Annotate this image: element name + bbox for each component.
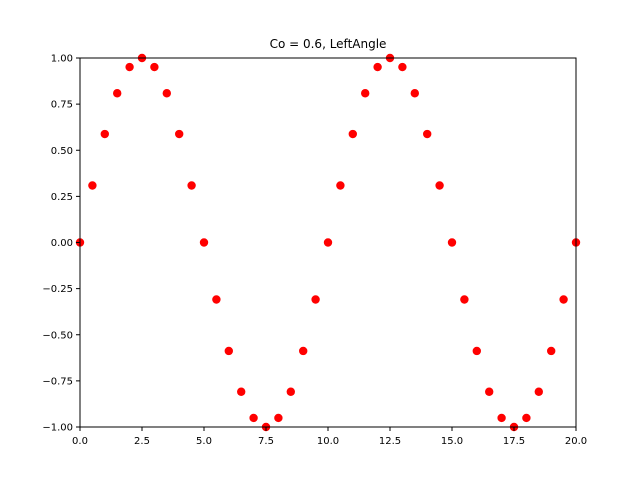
data-point xyxy=(460,295,469,304)
data-point xyxy=(299,346,308,356)
data-point xyxy=(212,295,221,304)
x-axis-ticks: 0.0 2.5 5.0 7.5 10.0 12.5 15.0 17.5 20.0 xyxy=(72,427,587,447)
data-point xyxy=(125,62,134,72)
data-point xyxy=(547,346,556,356)
y-tick-label: 0.75 xyxy=(51,100,73,111)
data-point xyxy=(559,295,568,304)
data-point xyxy=(237,387,246,396)
x-tick-label: 20.0 xyxy=(565,436,587,447)
data-point xyxy=(398,62,407,72)
y-tick-label: −0.75 xyxy=(42,376,73,387)
data-point xyxy=(88,181,97,190)
data-point xyxy=(361,89,370,98)
x-tick-label: 17.5 xyxy=(503,436,525,447)
plot-frame xyxy=(79,57,577,428)
x-tick-label: 7.5 xyxy=(258,436,274,447)
data-point xyxy=(224,346,233,356)
data-point xyxy=(100,129,110,139)
data-point xyxy=(447,238,457,247)
y-tick-label: 1.00 xyxy=(51,54,73,65)
x-tick-label: 10.0 xyxy=(317,436,339,447)
x-tick-label: 2.5 xyxy=(134,436,150,447)
y-tick-label: −1.00 xyxy=(42,423,73,434)
data-point xyxy=(175,129,184,139)
data-point xyxy=(286,387,295,396)
data-points xyxy=(75,53,581,432)
data-point xyxy=(249,413,258,423)
x-tick-label: 0.0 xyxy=(72,436,88,447)
data-point xyxy=(187,181,196,190)
data-point xyxy=(423,129,432,139)
x-tick-label: 12.5 xyxy=(379,436,401,447)
data-point xyxy=(435,181,444,190)
y-tick-label: 0.50 xyxy=(51,146,73,157)
x-tick-label: 15.0 xyxy=(441,436,463,447)
y-axis-ticks: −1.00 −0.75 −0.50 −0.25 0.00 0.25 0.50 0.75 1.00 xyxy=(42,54,80,434)
data-point xyxy=(485,387,494,396)
data-point xyxy=(311,295,320,304)
x-tick-label: 5.0 xyxy=(196,436,212,447)
y-tick-label: −0.25 xyxy=(42,284,73,295)
data-point xyxy=(113,89,122,98)
data-point xyxy=(348,129,357,139)
data-point xyxy=(522,413,531,423)
data-point xyxy=(162,89,171,98)
data-point xyxy=(199,238,209,247)
data-point xyxy=(336,181,345,190)
data-point xyxy=(497,413,506,423)
y-tick-label: 0.00 xyxy=(51,238,73,249)
data-point xyxy=(323,238,333,247)
data-point xyxy=(472,346,481,356)
y-tick-label: −0.50 xyxy=(42,330,73,341)
y-tick-label: 0.25 xyxy=(51,192,73,203)
chart-title: Co = 0.6, LeftAngle xyxy=(270,37,387,51)
data-point xyxy=(150,62,159,72)
data-point xyxy=(373,62,382,72)
data-point xyxy=(410,89,419,98)
data-point xyxy=(274,413,283,423)
data-point xyxy=(534,387,543,396)
